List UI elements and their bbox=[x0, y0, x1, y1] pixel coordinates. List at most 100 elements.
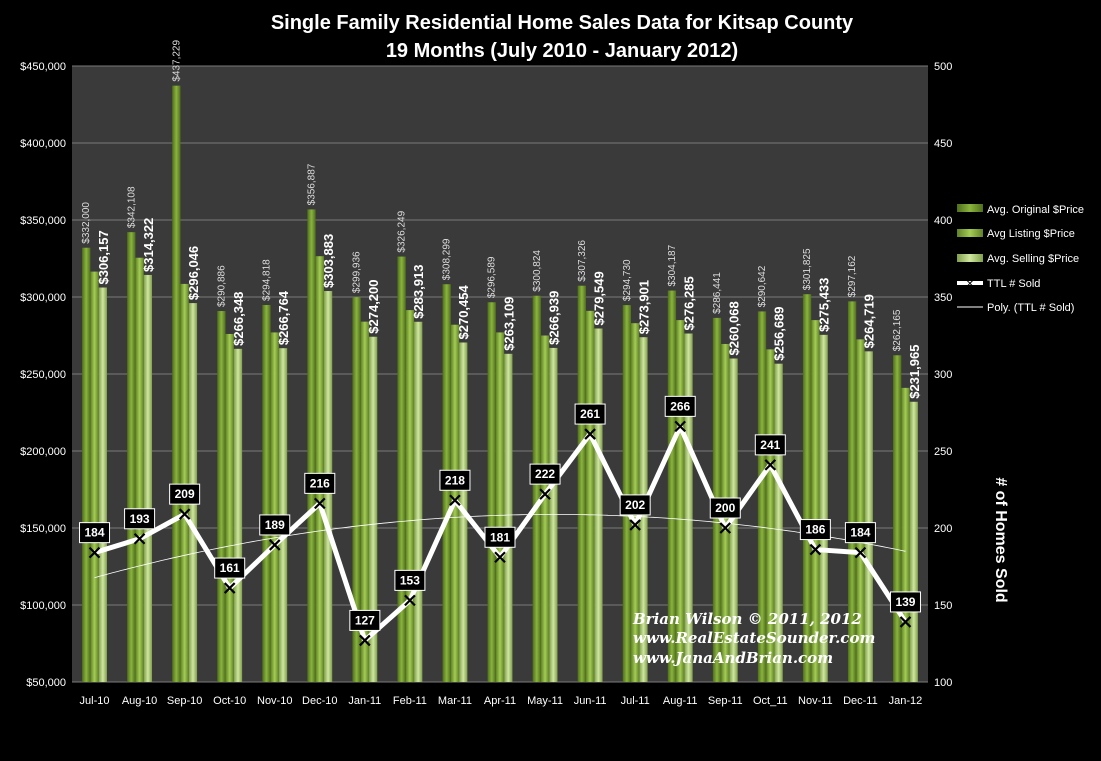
sold-label-box bbox=[124, 508, 156, 530]
original-price-label: $290,642 bbox=[757, 265, 768, 307]
bar bbox=[676, 320, 685, 682]
bar bbox=[549, 347, 558, 682]
sold-label: 127 bbox=[355, 613, 375, 627]
original-price-label: $300,824 bbox=[532, 250, 543, 292]
bar bbox=[172, 85, 181, 682]
sold-label-box bbox=[214, 557, 246, 579]
original-price-label: $304,187 bbox=[667, 244, 678, 286]
sold-label-box bbox=[484, 526, 516, 548]
bar bbox=[585, 310, 595, 682]
sold-marker bbox=[223, 582, 236, 594]
y2-tick-label: 450 bbox=[934, 138, 952, 150]
sold-label: 266 bbox=[670, 399, 690, 413]
bar bbox=[594, 328, 603, 682]
original-price-label: $286,441 bbox=[712, 272, 723, 314]
bar bbox=[856, 339, 865, 682]
x-tick-label: Aug-11 bbox=[663, 695, 698, 707]
selling-price-label: $274,200 bbox=[366, 279, 381, 333]
sold-label-box bbox=[889, 591, 921, 613]
x-tick-label: Sep-10 bbox=[167, 695, 202, 707]
x-tick-label: Nov-11 bbox=[798, 695, 833, 707]
legend-label-original: Avg. Original $Price bbox=[987, 204, 1084, 216]
sold-label-box bbox=[304, 472, 336, 494]
bar bbox=[577, 285, 586, 682]
bar bbox=[495, 332, 505, 682]
y-tick-label: $450,000 bbox=[20, 61, 66, 73]
x-tick-label: Mar-11 bbox=[438, 695, 472, 707]
sold-marker bbox=[899, 616, 912, 628]
sold-marker bbox=[404, 594, 416, 607]
sold-marker bbox=[494, 551, 506, 564]
x-tick-label: Jul-10 bbox=[80, 695, 110, 707]
bar bbox=[487, 302, 496, 682]
x-tick-label: Oct_11 bbox=[753, 695, 788, 707]
x-tick-label: Jul-11 bbox=[621, 695, 650, 707]
sold-marker bbox=[764, 459, 777, 471]
sold-label-box bbox=[799, 519, 831, 541]
y-tick-label: $50,000 bbox=[26, 677, 66, 689]
bar bbox=[405, 310, 415, 682]
bar bbox=[262, 304, 271, 682]
y2-tick-label: 500 bbox=[934, 61, 952, 73]
bar bbox=[504, 353, 513, 682]
legend-label-listing: Avg Listing $Price bbox=[987, 228, 1075, 240]
original-price-label: $294,730 bbox=[622, 259, 633, 301]
sold-label: 218 bbox=[445, 473, 465, 487]
sold-marker bbox=[719, 522, 732, 534]
selling-price-label: $303,883 bbox=[321, 234, 336, 288]
y2-tick-label: 100 bbox=[934, 677, 952, 689]
legend-swatch-listing bbox=[957, 229, 983, 237]
selling-price-label: $231,965 bbox=[907, 345, 922, 399]
sold-label-box bbox=[529, 463, 561, 485]
selling-price-label: $276,285 bbox=[682, 276, 697, 330]
x-tick-label: Dec-10 bbox=[302, 695, 337, 707]
original-price-label: $356,887 bbox=[306, 163, 317, 205]
bar bbox=[135, 257, 144, 682]
sold-marker bbox=[809, 543, 822, 556]
selling-price-label: $275,433 bbox=[817, 278, 832, 332]
x-tick-label: Jan-12 bbox=[889, 695, 923, 707]
selling-price-label: $266,764 bbox=[276, 290, 291, 345]
y2-tick-label: 400 bbox=[934, 215, 952, 227]
bar bbox=[90, 271, 99, 682]
bar bbox=[774, 363, 783, 682]
y-tick-label: $300,000 bbox=[20, 292, 66, 304]
sold-label: 139 bbox=[895, 595, 915, 609]
selling-price-label: $273,901 bbox=[636, 280, 651, 334]
bar bbox=[397, 256, 406, 682]
bar bbox=[307, 209, 316, 682]
selling-price-label: $314,322 bbox=[141, 218, 156, 272]
sold-label: 261 bbox=[580, 407, 600, 421]
chart-title: Single Family Residential Home Sales Dat… bbox=[271, 12, 854, 34]
original-price-label: $307,326 bbox=[577, 240, 588, 282]
x-tick-label: Oct-10 bbox=[213, 695, 246, 707]
bar bbox=[864, 351, 873, 682]
sold-marker bbox=[88, 546, 101, 559]
credit-line-1: Brian Wilson © 2011, 2012 bbox=[632, 610, 862, 628]
bar bbox=[233, 348, 243, 682]
original-price-label: $437,229 bbox=[171, 40, 182, 82]
bar bbox=[684, 333, 693, 682]
bar bbox=[766, 349, 775, 682]
sold-marker bbox=[359, 634, 371, 647]
original-price-label: $296,589 bbox=[487, 256, 498, 298]
bar bbox=[127, 232, 136, 682]
sold-label-box bbox=[754, 434, 786, 456]
bar bbox=[414, 321, 423, 682]
legend-marker-sold: ✕ bbox=[966, 279, 974, 290]
legend-swatch-original bbox=[957, 204, 983, 212]
sold-label-box bbox=[169, 483, 201, 505]
sold-label-box bbox=[619, 494, 651, 516]
sold-label-box bbox=[664, 395, 696, 417]
x-tick-label: Feb-11 bbox=[393, 695, 427, 707]
sold-label: 222 bbox=[535, 467, 555, 481]
bar bbox=[667, 290, 677, 682]
sold-label-box bbox=[349, 609, 381, 631]
y-tick-label: $150,000 bbox=[20, 523, 66, 535]
selling-price-label: $306,157 bbox=[96, 230, 111, 284]
bar bbox=[540, 335, 550, 682]
credit: Brian Wilson © 2011, 2012 www.RealEstate… bbox=[632, 610, 875, 667]
chart-subtitle: 19 Months (July 2010 - January 2012) bbox=[386, 40, 738, 62]
bar bbox=[819, 334, 828, 682]
